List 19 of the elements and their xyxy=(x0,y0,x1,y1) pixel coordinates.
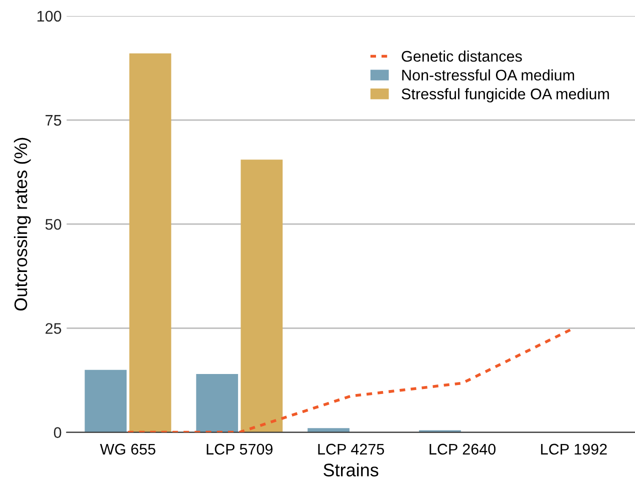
x-tick-label: LCP 2640 xyxy=(430,444,496,455)
bar xyxy=(84,370,127,432)
y-tick-label: 0 xyxy=(54,427,62,438)
legend-label: Genetic distances xyxy=(402,50,522,62)
legend-label: Non-stressful OA medium xyxy=(402,69,574,81)
y-tick-label: 50 xyxy=(45,218,62,230)
x-tick-label: LCP 5709 xyxy=(206,444,273,455)
y-tick-label: 25 xyxy=(46,323,62,334)
bar xyxy=(129,53,172,432)
x-axis-title: Strains xyxy=(324,463,378,476)
legend-label: Stressful fungicide OA medium xyxy=(402,88,609,102)
bar xyxy=(196,374,238,432)
x-tick-label: WG 655 xyxy=(100,444,156,455)
x-tick-label: LCP 4275 xyxy=(318,444,384,455)
x-tick-label: LCP 1992 xyxy=(541,444,607,455)
y-tick-label: 75 xyxy=(46,115,62,126)
bar xyxy=(240,160,283,432)
y-tick-label: 100 xyxy=(37,10,62,22)
y-axis-title: Outcrossing rates (%) xyxy=(14,138,31,311)
